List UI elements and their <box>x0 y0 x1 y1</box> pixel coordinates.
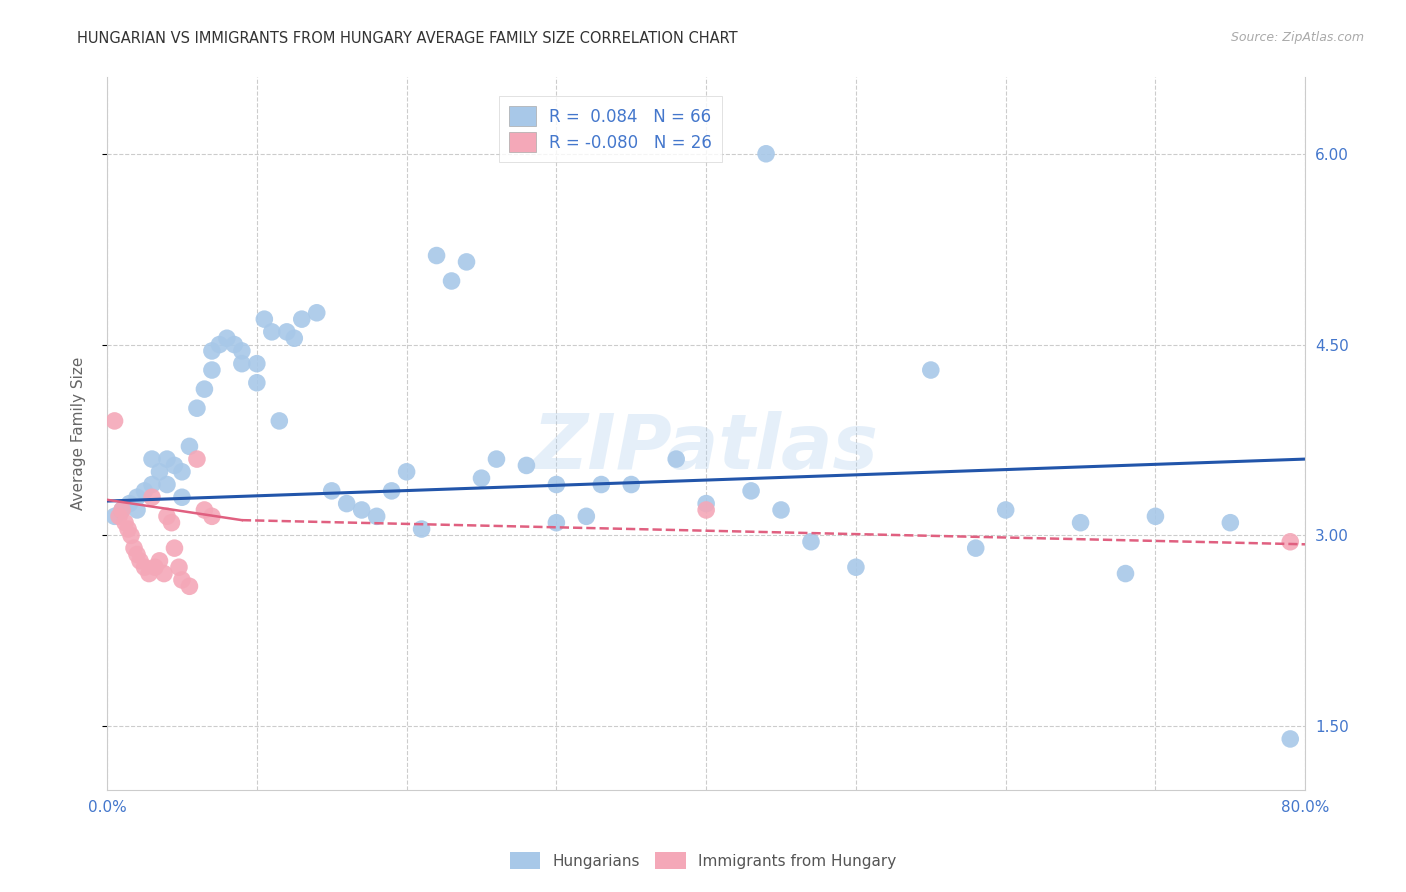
Point <box>170 573 193 587</box>
Y-axis label: Average Family Size: Average Family Size <box>72 357 86 510</box>
Point <box>215 331 238 345</box>
Point <box>118 497 141 511</box>
Point <box>231 343 253 358</box>
Point <box>1144 509 1167 524</box>
Point <box>1114 566 1136 581</box>
Point <box>695 503 717 517</box>
Point <box>156 477 179 491</box>
Point <box>167 560 190 574</box>
Point <box>269 414 291 428</box>
Point <box>148 554 170 568</box>
Point <box>193 382 215 396</box>
Point <box>470 471 492 485</box>
Point <box>515 458 537 473</box>
Point <box>125 490 148 504</box>
Point <box>336 497 359 511</box>
Point <box>156 509 179 524</box>
Point <box>103 509 125 524</box>
Point <box>440 274 463 288</box>
Point <box>395 465 418 479</box>
Point <box>800 534 823 549</box>
Text: HUNGARIAN VS IMMIGRANTS FROM HUNGARY AVERAGE FAMILY SIZE CORRELATION CHART: HUNGARIAN VS IMMIGRANTS FROM HUNGARY AVE… <box>77 31 738 46</box>
Point <box>740 483 762 498</box>
Point <box>120 528 142 542</box>
Point <box>103 414 125 428</box>
Text: ZIPatlas: ZIPatlas <box>533 411 879 485</box>
Point <box>426 248 449 262</box>
Point <box>111 503 134 517</box>
Point <box>201 509 224 524</box>
Point <box>186 452 208 467</box>
Point <box>695 497 717 511</box>
Point <box>381 483 404 498</box>
Point <box>201 363 224 377</box>
Point <box>276 325 298 339</box>
Point <box>305 306 328 320</box>
Point <box>665 452 688 467</box>
Point <box>160 516 183 530</box>
Point <box>141 452 163 467</box>
Point <box>260 325 283 339</box>
Point <box>125 548 148 562</box>
Point <box>201 343 224 358</box>
Point <box>283 331 305 345</box>
Point <box>755 146 778 161</box>
Point <box>170 465 193 479</box>
Point <box>575 509 598 524</box>
Point <box>1219 516 1241 530</box>
Legend: Hungarians, Immigrants from Hungary: Hungarians, Immigrants from Hungary <box>503 846 903 875</box>
Text: Source: ZipAtlas.com: Source: ZipAtlas.com <box>1230 31 1364 45</box>
Legend: R =  0.084   N = 66, R = -0.080   N = 26: R = 0.084 N = 66, R = -0.080 N = 26 <box>499 96 721 161</box>
Point <box>321 483 343 498</box>
Point <box>1279 731 1302 746</box>
Point <box>134 483 156 498</box>
Point <box>350 503 373 517</box>
Point <box>920 363 942 377</box>
Point <box>156 452 179 467</box>
Point <box>965 541 987 555</box>
Point <box>122 541 145 555</box>
Point <box>141 477 163 491</box>
Point <box>111 503 134 517</box>
Point <box>456 255 478 269</box>
Point <box>620 477 643 491</box>
Point <box>193 503 215 517</box>
Point <box>179 439 201 453</box>
Point <box>546 477 568 491</box>
Point <box>224 337 246 351</box>
Point <box>148 465 170 479</box>
Point <box>231 357 253 371</box>
Point <box>141 490 163 504</box>
Point <box>179 579 201 593</box>
Point <box>138 566 160 581</box>
Point <box>114 516 136 530</box>
Point <box>129 554 152 568</box>
Point <box>1070 516 1092 530</box>
Point <box>546 516 568 530</box>
Point <box>994 503 1017 517</box>
Point <box>153 566 176 581</box>
Point <box>845 560 868 574</box>
Point <box>246 376 269 390</box>
Point <box>366 509 388 524</box>
Point <box>291 312 314 326</box>
Point <box>411 522 433 536</box>
Point <box>246 357 269 371</box>
Point <box>163 458 186 473</box>
Point <box>117 522 139 536</box>
Point <box>769 503 792 517</box>
Point <box>591 477 613 491</box>
Point <box>125 503 148 517</box>
Point <box>186 401 208 416</box>
Point <box>170 490 193 504</box>
Point <box>143 560 166 574</box>
Point <box>1279 534 1302 549</box>
Point <box>134 560 156 574</box>
Point <box>253 312 276 326</box>
Point <box>208 337 231 351</box>
Point <box>485 452 508 467</box>
Point <box>108 509 131 524</box>
Point <box>163 541 186 555</box>
